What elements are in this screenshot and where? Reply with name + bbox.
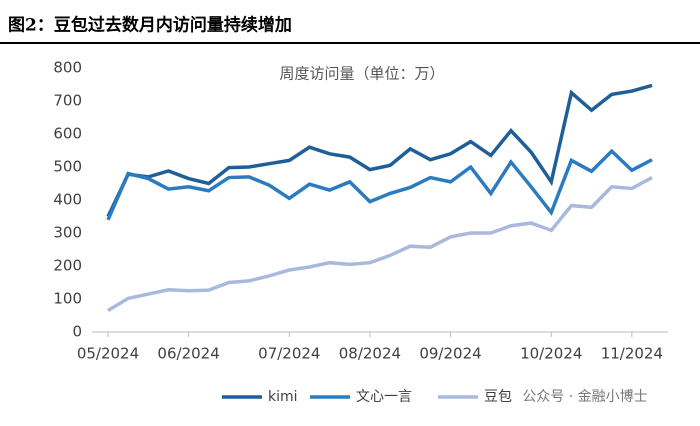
y-tick-label: 700 bbox=[53, 92, 82, 110]
x-tick-label: 10/2024 bbox=[520, 345, 582, 363]
series-line bbox=[106, 148, 653, 221]
legend-label: 文心一言 bbox=[356, 389, 412, 405]
legend-label: 豆包 bbox=[484, 389, 512, 405]
y-tick-label: 400 bbox=[53, 191, 82, 209]
series-line bbox=[107, 176, 653, 313]
y-tick-label: 500 bbox=[53, 158, 82, 176]
y-tick-label: 800 bbox=[53, 59, 82, 77]
y-tick-label: 600 bbox=[53, 125, 82, 143]
y-tick-label: 300 bbox=[53, 224, 82, 242]
watermark: 公众号 · 金融小博士 bbox=[522, 388, 647, 405]
x-tick-label: 08/2024 bbox=[339, 345, 401, 363]
x-tick-label: 07/2024 bbox=[258, 345, 320, 363]
page-title: 图2：豆包过去数月内访问量持续增加 bbox=[8, 15, 292, 36]
chart-title: 周度访问量（单位：万） bbox=[279, 65, 444, 83]
x-tick-label: 09/2024 bbox=[419, 345, 481, 363]
y-tick-label: 0 bbox=[72, 323, 82, 341]
x-tick-label: 05/2024 bbox=[77, 345, 139, 363]
legend-label: kimi bbox=[268, 389, 298, 405]
x-tick-label: 06/2024 bbox=[157, 345, 219, 363]
y-tick-label: 200 bbox=[53, 257, 82, 275]
series-line bbox=[106, 83, 653, 218]
x-tick-label: 11/2024 bbox=[601, 345, 663, 363]
y-tick-label: 100 bbox=[53, 290, 82, 308]
